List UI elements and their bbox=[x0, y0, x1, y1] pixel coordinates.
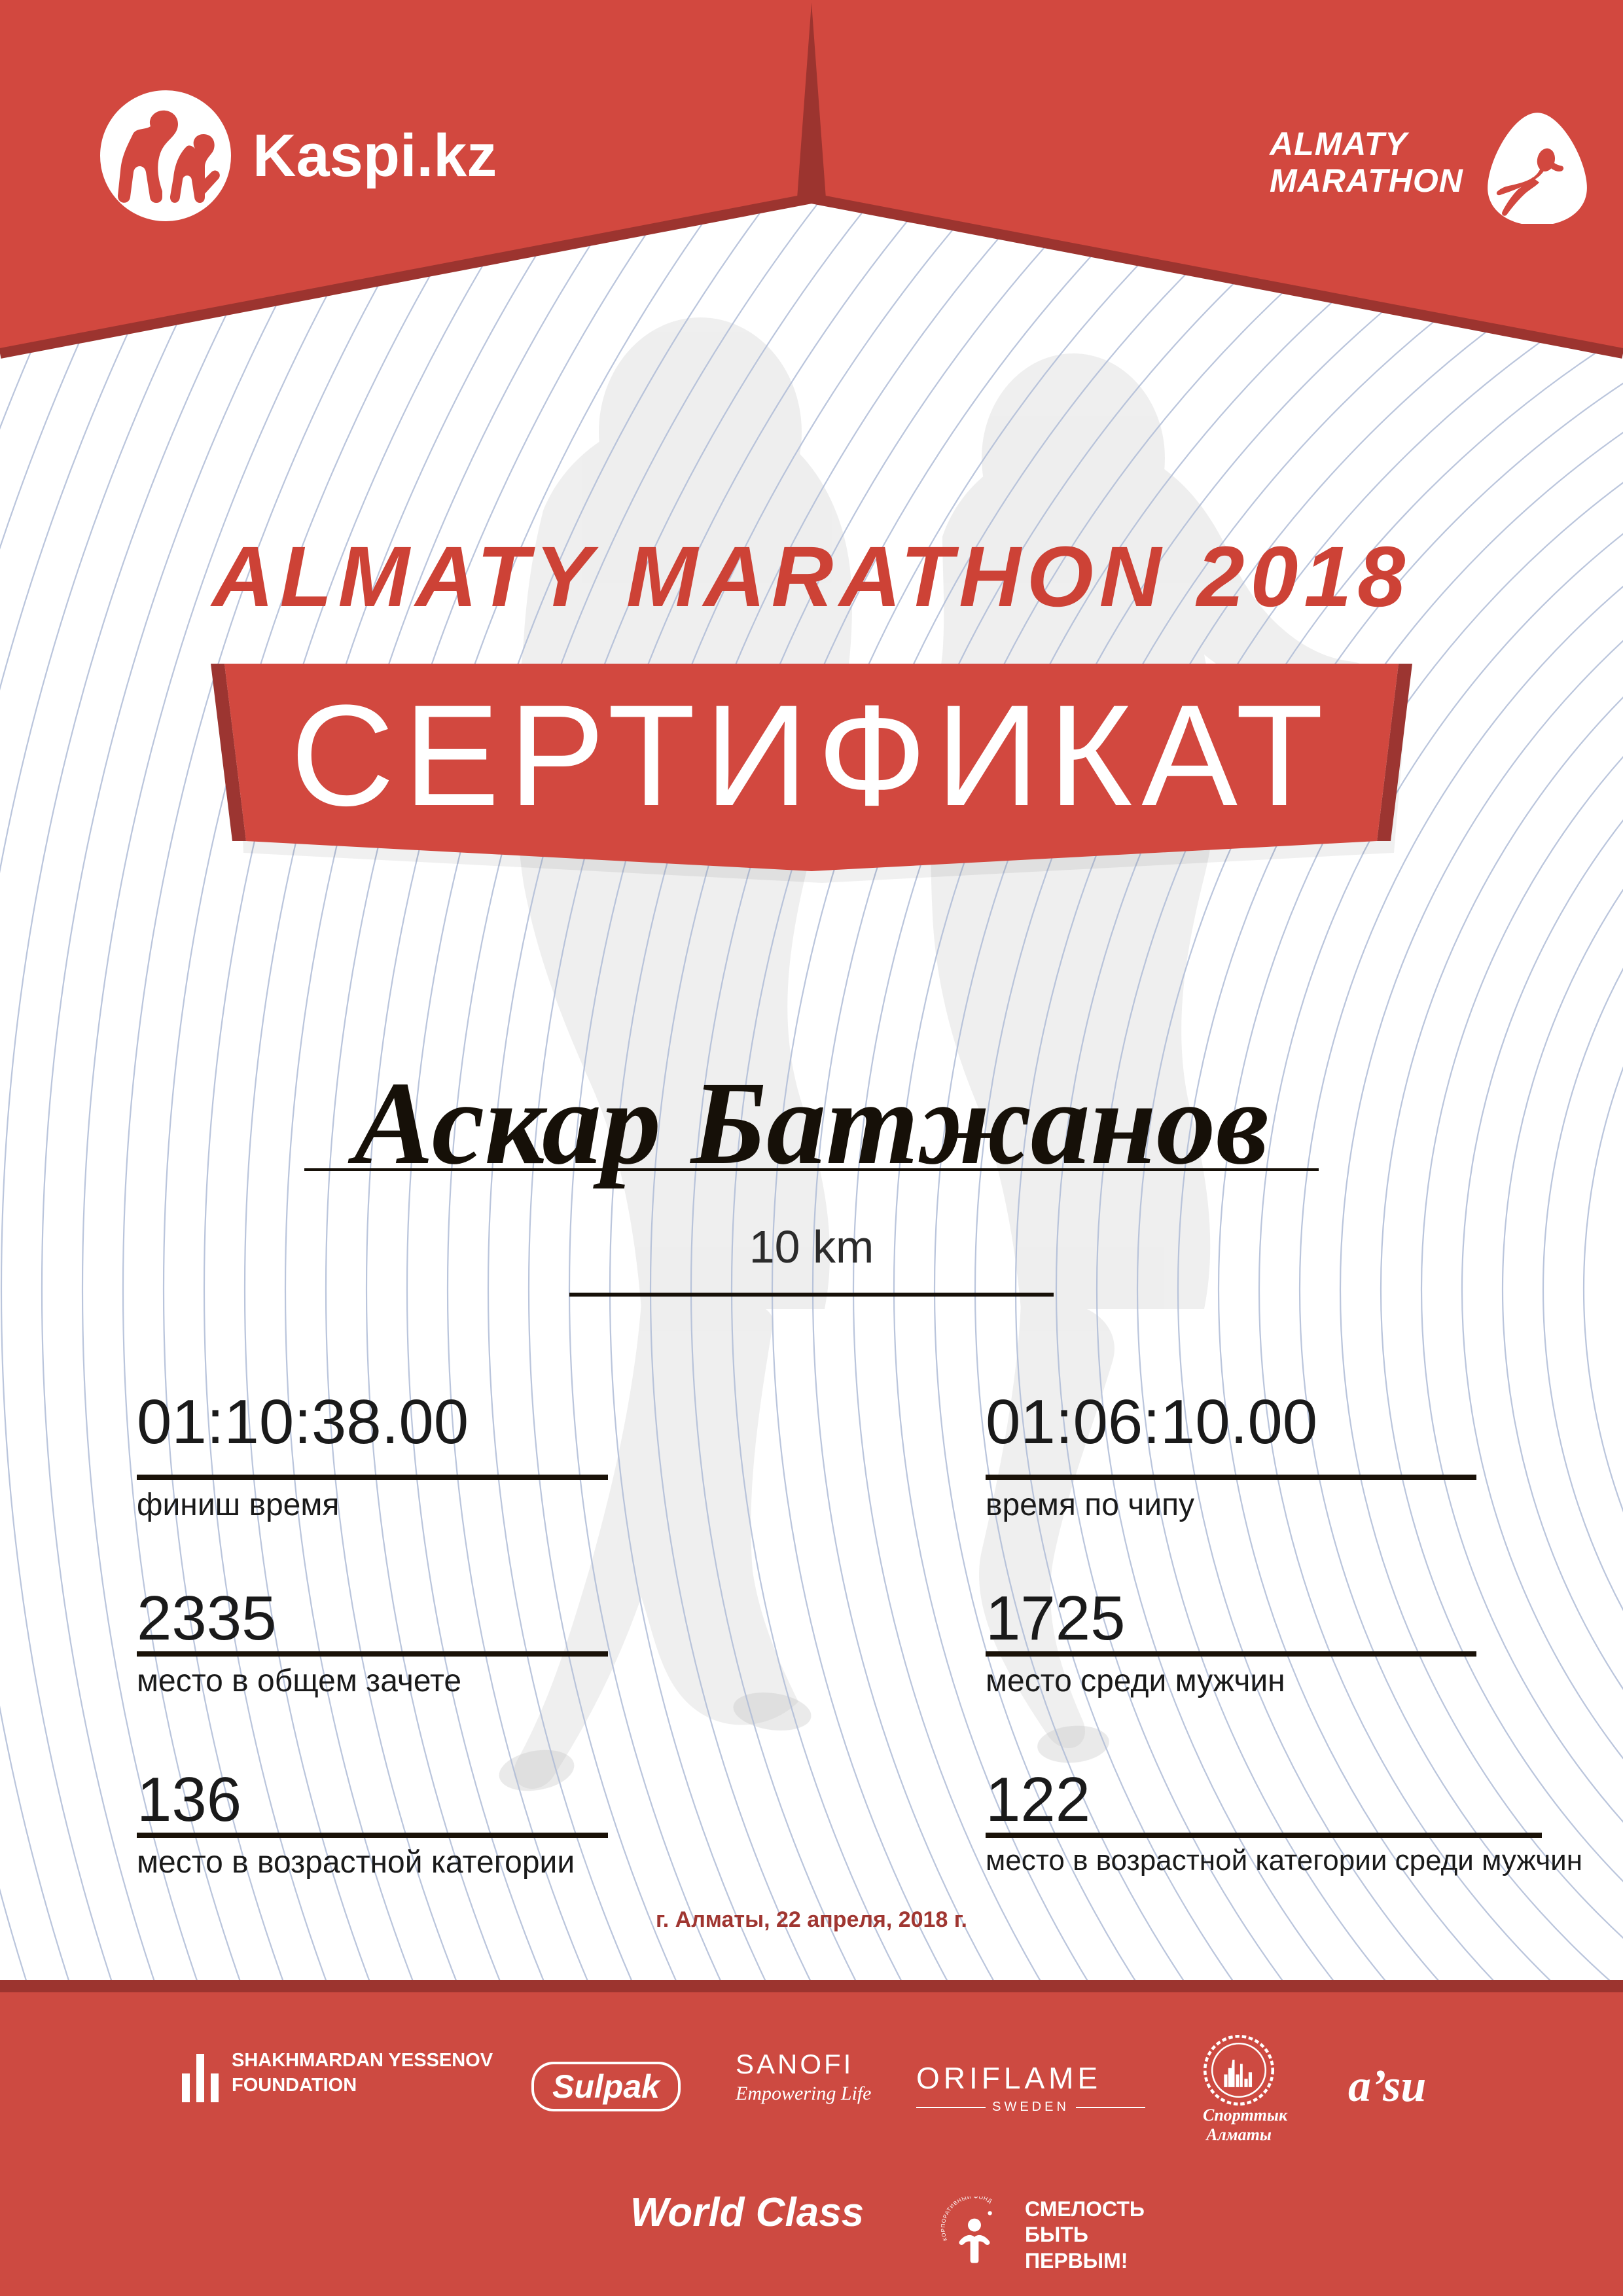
svg-text:КОРПОРАТИВНЫЙ ФОНД: КОРПОРАТИВНЫЙ ФОНД bbox=[940, 2197, 993, 2242]
svg-text:СЕРТИФИКАТ: СЕРТИФИКАТ bbox=[291, 675, 1332, 836]
